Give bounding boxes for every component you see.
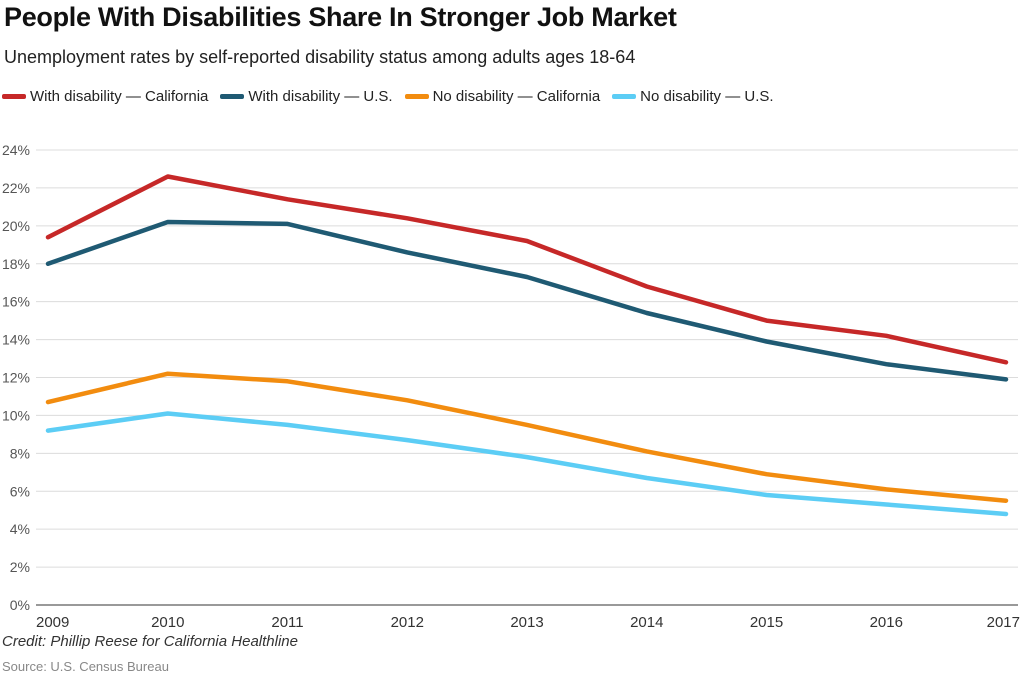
x-tick-label: 2013: [510, 614, 543, 631]
credit-line: Credit: Phillip Reese for California Hea…: [2, 633, 298, 650]
x-tick-label: 2015: [750, 614, 783, 631]
source-line: Source: U.S. Census Bureau: [2, 659, 169, 674]
legend-swatch: [2, 94, 26, 99]
legend-label: No disability — California: [432, 88, 601, 105]
y-tick-label: 2%: [10, 559, 30, 575]
legend-label: With disability — U.S.: [248, 88, 393, 105]
y-tick-label: 4%: [10, 521, 30, 537]
y-tick-label: 0%: [10, 597, 30, 613]
legend-swatch: [404, 94, 429, 99]
x-tick-label: 2017: [987, 614, 1020, 631]
legend-label: No disability — U.S.: [640, 88, 774, 105]
legend-swatch: [612, 94, 637, 99]
x-tick-label: 2014: [630, 614, 663, 631]
x-tick-label: 2012: [391, 614, 424, 631]
y-tick-label: 8%: [10, 445, 30, 461]
legend-item-ca-no-disability[interactable]: No disability — California: [404, 88, 601, 105]
y-tick-label: 24%: [2, 142, 30, 158]
x-tick-label: 2016: [870, 614, 903, 631]
series-line-3: [45, 411, 1009, 517]
x-tick-label: 2010: [151, 614, 184, 631]
legend-item-us-no-disability[interactable]: No disability — U.S.: [612, 88, 774, 105]
legend: With disability — California With disabi…: [2, 88, 786, 105]
y-tick-label: 10%: [2, 407, 30, 423]
legend-item-us-with-disability[interactable]: With disability — U.S.: [220, 88, 393, 105]
series-line-1: [45, 219, 1009, 382]
y-tick-label: 20%: [2, 218, 30, 234]
y-tick-label: 18%: [2, 256, 30, 272]
x-tick-label: 2011: [271, 614, 303, 631]
legend-item-ca-with-disability[interactable]: With disability — California: [2, 88, 208, 105]
y-tick-label: 16%: [2, 294, 30, 310]
y-tick-label: 14%: [2, 332, 30, 348]
legend-swatch: [220, 94, 245, 99]
legend-label: With disability — California: [30, 88, 209, 105]
series-line-0: [45, 174, 1009, 365]
series-line-2: [45, 371, 1009, 503]
chart-subtitle: Unemployment rates by self-reported disa…: [4, 47, 636, 67]
y-tick-label: 12%: [2, 370, 30, 386]
y-tick-label: 6%: [10, 483, 30, 499]
y-tick-label: 22%: [2, 180, 30, 196]
chart-title: People With Disabilities Share In Strong…: [4, 2, 677, 32]
x-tick-label: 2009: [36, 614, 69, 631]
